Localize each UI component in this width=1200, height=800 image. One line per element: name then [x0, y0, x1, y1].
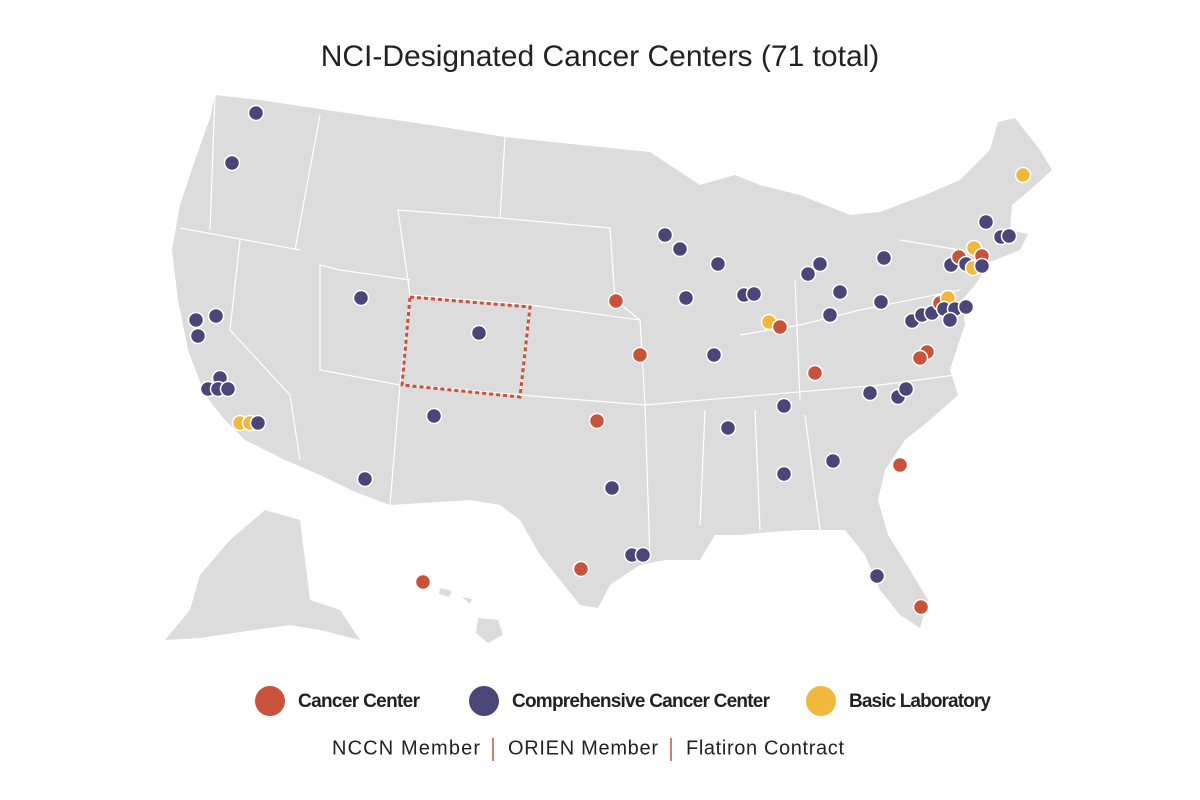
center-marker: [677, 289, 695, 307]
center-marker: [868, 567, 886, 585]
center-marker: [709, 255, 727, 273]
legend: Cancer Center Comprehensive Cancer Center…: [255, 686, 991, 716]
center-marker: [875, 249, 893, 267]
center-marker: [219, 380, 237, 398]
center-marker: [861, 384, 879, 402]
center-marker: [671, 240, 689, 258]
center-marker: [911, 349, 929, 367]
center-marker: [656, 226, 674, 244]
legend-label: Comprehensive Cancer Center: [512, 691, 771, 712]
center-marker: [1014, 166, 1032, 184]
center-marker: [223, 154, 241, 172]
center-marker: [775, 465, 793, 483]
center-marker: [897, 380, 915, 398]
center-marker: [957, 298, 975, 316]
center-marker: [352, 289, 370, 307]
center-marker: [189, 327, 207, 345]
center-marker: [831, 283, 849, 301]
center-marker: [607, 292, 625, 310]
center-marker: [973, 257, 991, 275]
center-marker: [247, 104, 265, 122]
center-marker: [872, 293, 890, 311]
center-marker: [572, 560, 590, 578]
footer-item: Flatiron Contract: [686, 737, 844, 759]
center-marker: [207, 307, 225, 325]
center-marker: [631, 346, 649, 364]
center-marker: [821, 306, 839, 324]
center-marker: [634, 546, 652, 564]
center-marker: [588, 412, 606, 430]
center-marker: [811, 255, 829, 273]
center-marker: [771, 318, 789, 336]
footer-item: NCCN Member: [332, 737, 480, 759]
legend-swatch: [469, 686, 499, 716]
center-marker: [806, 364, 824, 382]
legend-swatch: [806, 686, 836, 716]
legend-label: Cancer Center: [298, 691, 421, 712]
center-marker: [891, 456, 909, 474]
legend-label: Basic Laboratory: [849, 691, 991, 712]
center-marker: [799, 265, 817, 283]
center-marker: [745, 285, 763, 303]
center-marker: [941, 311, 959, 329]
center-marker: [775, 397, 793, 415]
center-marker: [249, 414, 267, 432]
us-map: [165, 94, 1052, 643]
center-marker: [705, 346, 723, 364]
center-marker: [470, 324, 488, 342]
center-marker: [356, 470, 374, 488]
center-marker: [1000, 227, 1018, 245]
center-marker: [824, 452, 842, 470]
footer-item: ORIEN Member: [508, 737, 658, 759]
legend-swatch: [255, 686, 285, 716]
center-marker: [425, 407, 443, 425]
map-title: NCI-Designated Cancer Centers (71 total): [321, 40, 880, 73]
center-marker: [977, 213, 995, 231]
center-markers: [187, 104, 1032, 616]
center-marker: [414, 573, 432, 591]
center-marker: [912, 598, 930, 616]
footer: NCCN Member ORIEN Member Flatiron Contract: [332, 737, 844, 761]
center-marker: [603, 479, 621, 497]
center-marker: [719, 419, 737, 437]
center-marker: [187, 311, 205, 329]
